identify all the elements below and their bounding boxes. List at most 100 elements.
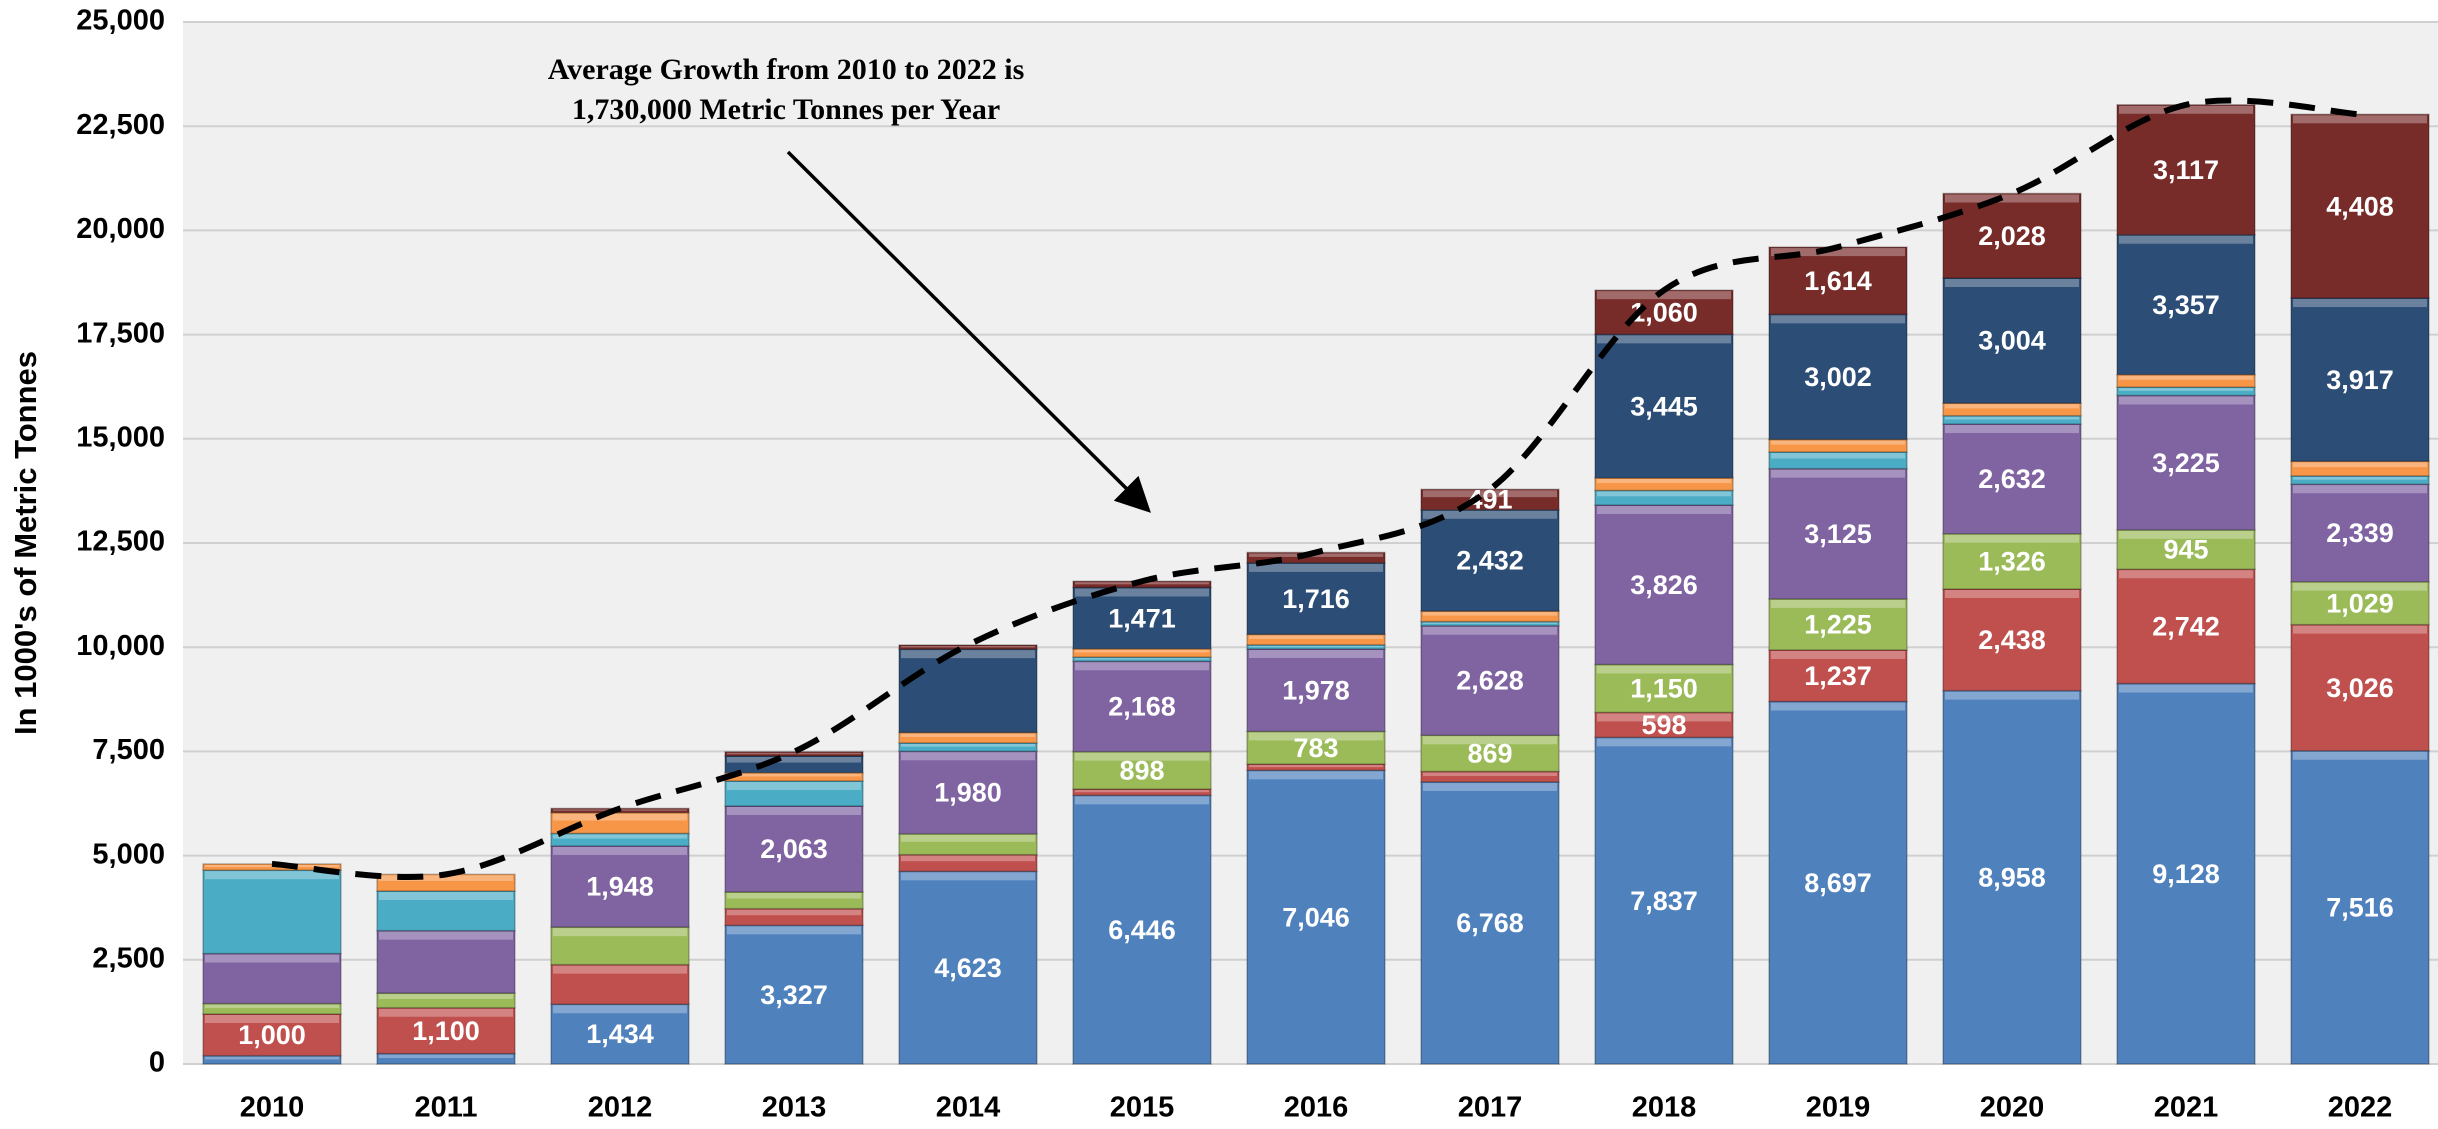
bar-highlight bbox=[1771, 452, 1905, 459]
bar-segment bbox=[1768, 313, 1908, 441]
data-label: 1,471 bbox=[1108, 603, 1176, 633]
bar-segment bbox=[1594, 477, 1734, 492]
data-label: 3,225 bbox=[2152, 448, 2220, 478]
bar-highlight bbox=[553, 813, 687, 821]
bar-highlight bbox=[2293, 299, 2427, 308]
bar-highlight bbox=[1423, 622, 1557, 624]
bar-segment bbox=[898, 648, 1038, 734]
bar-highlight bbox=[1075, 796, 1209, 805]
data-label: 3,026 bbox=[2326, 673, 2394, 703]
bar-highlight bbox=[205, 1004, 339, 1009]
bar-highlight bbox=[2293, 462, 2427, 468]
bar-segment bbox=[550, 845, 690, 928]
data-label: 598 bbox=[1641, 710, 1686, 740]
bar-segment bbox=[2290, 623, 2430, 752]
data-label: 2,628 bbox=[1456, 666, 1524, 696]
bar-segment bbox=[2116, 568, 2256, 685]
bar-highlight bbox=[901, 855, 1035, 862]
data-label: 2,432 bbox=[1456, 546, 1524, 576]
bar-highlight bbox=[553, 846, 687, 855]
bar-highlight bbox=[2119, 105, 2253, 114]
bar-segment bbox=[724, 805, 864, 893]
bar-highlight bbox=[901, 752, 1035, 761]
x-tick-label: 2016 bbox=[1284, 1092, 1349, 1124]
bar-segment bbox=[2290, 113, 2430, 299]
bar-segment bbox=[1594, 289, 1734, 336]
bar-highlight bbox=[1945, 194, 2079, 203]
bar-segment bbox=[1594, 736, 1734, 1065]
bar-highlight bbox=[1249, 771, 1383, 780]
bar-highlight bbox=[1423, 772, 1557, 776]
bar-segment bbox=[2290, 580, 2430, 626]
bar-highlight bbox=[205, 1056, 339, 1060]
y-tick-label: 10,000 bbox=[76, 630, 165, 662]
data-label: 1,326 bbox=[1978, 547, 2046, 577]
bar-segment bbox=[202, 1013, 342, 1057]
bar-highlight bbox=[2119, 388, 2253, 391]
annotation: Average Growth from 2010 to 2022 is bbox=[548, 53, 1025, 86]
bar-highlight bbox=[1771, 440, 1905, 445]
y-tick-label: 20,000 bbox=[76, 213, 165, 245]
bar-highlight bbox=[1945, 278, 2079, 287]
y-tick-label: 5,000 bbox=[92, 838, 165, 870]
bar-segment bbox=[724, 751, 864, 757]
data-label: 2,438 bbox=[1978, 625, 2046, 655]
bar-segment bbox=[1246, 648, 1386, 733]
bar-highlight bbox=[1945, 425, 2079, 434]
x-tick-label: 2010 bbox=[240, 1092, 305, 1124]
bar-highlight bbox=[1249, 563, 1383, 572]
bar-highlight bbox=[727, 752, 861, 755]
data-label: 6,768 bbox=[1456, 908, 1524, 938]
x-tick-label: 2021 bbox=[2154, 1092, 2219, 1124]
data-label: 1,978 bbox=[1282, 675, 1350, 705]
bar-segment bbox=[202, 1002, 342, 1015]
bar-highlight bbox=[1075, 658, 1209, 660]
bar-segment bbox=[376, 929, 516, 994]
bar-segment bbox=[1420, 781, 1560, 1065]
bar-segment bbox=[1072, 794, 1212, 1065]
bar-highlight bbox=[1945, 534, 2079, 543]
y-tick-label: 12,500 bbox=[76, 526, 165, 558]
bar-highlight bbox=[1075, 649, 1209, 653]
data-label: 2,028 bbox=[1978, 221, 2046, 251]
data-label: 2,063 bbox=[760, 834, 828, 864]
bar-segment bbox=[1768, 438, 1908, 453]
bar-highlight bbox=[727, 909, 861, 916]
bar-segment bbox=[898, 870, 1038, 1065]
bar-segment bbox=[2116, 529, 2256, 571]
trend-line bbox=[271, 97, 2361, 880]
bar-segment bbox=[1942, 423, 2082, 535]
bar-highlight bbox=[1249, 732, 1383, 741]
bar-segment bbox=[1594, 333, 1734, 479]
bar-highlight bbox=[205, 954, 339, 963]
data-label: 1,948 bbox=[586, 872, 654, 902]
bar-segment bbox=[898, 750, 1038, 835]
y-axis-label: In 1000's of Metric Tonnes bbox=[8, 351, 43, 735]
bar-segment bbox=[898, 731, 1038, 744]
bar-highlight bbox=[1597, 506, 1731, 515]
bar-segment bbox=[1246, 769, 1386, 1065]
bar-highlight bbox=[1771, 650, 1905, 659]
x-tick-label: 2022 bbox=[2328, 1092, 2393, 1124]
y-tick-label: 7,500 bbox=[92, 734, 165, 766]
data-label: 3,357 bbox=[2152, 290, 2220, 320]
bar-highlight bbox=[1945, 590, 2079, 599]
bar-highlight bbox=[1597, 713, 1731, 722]
bar-segment bbox=[898, 644, 1038, 650]
bar-highlight bbox=[1423, 490, 1557, 498]
data-label: 9,128 bbox=[2152, 859, 2220, 889]
data-label: 783 bbox=[1293, 733, 1338, 763]
bar-highlight bbox=[727, 892, 861, 899]
bar-segment bbox=[1246, 562, 1386, 636]
bar-segment bbox=[550, 963, 690, 1005]
bar-segment bbox=[1594, 663, 1734, 714]
data-label: 7,837 bbox=[1630, 886, 1698, 916]
bar-highlight bbox=[205, 871, 339, 880]
bar-highlight bbox=[1597, 291, 1731, 300]
bar-highlight bbox=[1423, 736, 1557, 745]
y-tick-label: 0 bbox=[149, 1047, 165, 1079]
data-label: 1,434 bbox=[586, 1019, 654, 1049]
data-label: 4,408 bbox=[2326, 191, 2394, 221]
bar-highlight bbox=[1771, 315, 1905, 324]
